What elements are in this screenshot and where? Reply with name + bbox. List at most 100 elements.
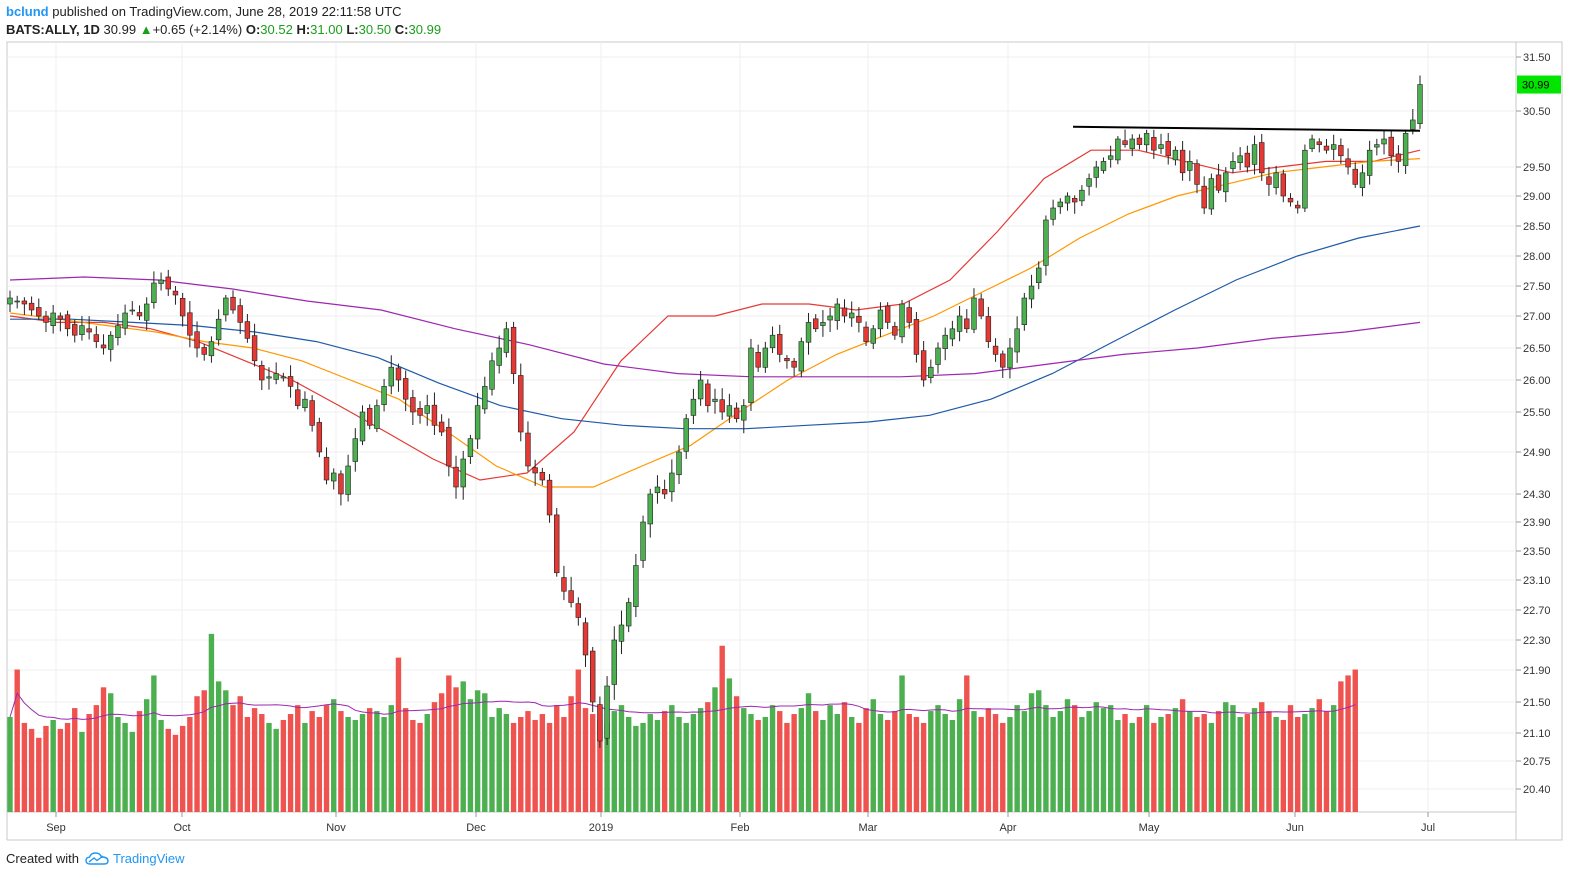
candle-body <box>1201 185 1207 209</box>
candle-body <box>1143 133 1150 146</box>
volume-bar <box>985 708 992 812</box>
volume-bar <box>697 708 704 812</box>
symbol-legend: BATS:ALLY, 1D 30.99 ▲+0.65 (+2.14%) O:30… <box>6 22 441 37</box>
candle-body <box>237 305 243 323</box>
candle-body <box>338 473 344 495</box>
candle-body <box>820 322 826 326</box>
candle-body <box>856 315 862 323</box>
volume-bar <box>705 702 711 812</box>
volume-bar <box>460 681 466 812</box>
volume-bar <box>1136 717 1143 812</box>
volume-bar <box>964 675 970 812</box>
candle-body <box>1287 197 1294 203</box>
volume-bar <box>676 717 682 812</box>
candle-body <box>1208 178 1215 210</box>
candle-body <box>1057 201 1064 208</box>
volume-bar <box>280 719 287 812</box>
price-tick-label: 28.00 <box>1523 251 1551 263</box>
candle-body <box>762 347 769 368</box>
candle-body <box>431 404 438 426</box>
volume-bar <box>345 717 351 812</box>
volume-bar <box>194 696 200 812</box>
ma-50-line <box>9 158 1421 488</box>
volume-bar <box>1280 719 1287 812</box>
candle-body <box>352 438 359 462</box>
volume-bar <box>1345 675 1351 812</box>
candle-body <box>57 315 64 320</box>
candle-body <box>971 297 977 330</box>
high-value: 31.00 <box>310 22 343 37</box>
candle-body <box>187 312 193 336</box>
price-tick-label: 22.70 <box>1523 605 1551 617</box>
volume-bar <box>928 711 934 812</box>
volume-bar <box>647 714 653 812</box>
candle-body <box>733 407 740 419</box>
volume-bar <box>1259 702 1265 812</box>
candle-body <box>1316 141 1322 145</box>
volume-bar <box>532 719 538 812</box>
candle-body <box>79 325 85 336</box>
volume-bar <box>769 705 776 812</box>
volume-bar <box>539 714 546 812</box>
candle-body <box>1151 137 1157 151</box>
candle-body <box>402 378 409 400</box>
time-tick-label: Mar <box>859 822 878 834</box>
candle-body <box>1395 153 1402 162</box>
candle-body <box>841 307 848 317</box>
candle-body <box>661 489 668 495</box>
volume-bar <box>690 714 697 812</box>
volume-bar <box>1295 717 1301 812</box>
candle-body <box>1280 173 1287 197</box>
volume-bar <box>309 711 315 812</box>
candle-body <box>604 685 610 739</box>
tradingview-brand[interactable]: TradingView <box>112 851 185 866</box>
candle-body <box>705 383 711 406</box>
candle-body <box>676 451 682 476</box>
created-with-label: Created with <box>6 851 79 866</box>
author-link[interactable]: bclund <box>6 4 49 19</box>
publish-info: bclund published on TradingView.com, Jun… <box>6 4 402 19</box>
time-tick-label: Dec <box>466 822 486 834</box>
price-tick-label: 22.30 <box>1523 635 1551 647</box>
volume-bar <box>777 711 783 812</box>
volume-bar <box>215 681 222 812</box>
price-tick-label: 24.30 <box>1523 489 1551 501</box>
candle-body <box>1366 149 1373 176</box>
volume-bar <box>726 678 733 812</box>
candle-body <box>165 276 171 290</box>
volume-bar <box>784 722 790 812</box>
candle-body <box>446 426 452 467</box>
volume-bar <box>877 714 884 812</box>
candle-body <box>1345 158 1351 168</box>
volume-bar <box>158 719 164 812</box>
symbol-label[interactable]: BATS:ALLY, 1D <box>6 22 100 37</box>
volume-bar <box>640 722 646 812</box>
volume-bar <box>848 717 855 812</box>
volume-bar <box>1007 717 1013 812</box>
candle-body <box>1244 152 1251 168</box>
candle-body <box>791 360 797 368</box>
volume-bar <box>172 734 179 812</box>
candle-body <box>1021 297 1028 325</box>
candle-body <box>14 300 20 303</box>
volume-bar <box>1330 705 1337 812</box>
candle-body <box>50 312 56 326</box>
candle-body <box>1079 189 1085 202</box>
volume-bar <box>86 714 92 812</box>
candle-body <box>64 314 71 330</box>
candle-body <box>633 565 639 607</box>
volume-bar <box>388 705 394 812</box>
volume-bar <box>906 714 912 812</box>
time-tick-label: Jun <box>1286 822 1304 834</box>
volume-bar <box>920 722 927 812</box>
candle-body <box>956 315 963 332</box>
volume-bar <box>518 717 524 812</box>
ma-200-line <box>9 276 1421 378</box>
candle-body <box>438 421 445 433</box>
moving-averages <box>9 149 1421 488</box>
volume-bar <box>971 711 977 812</box>
volume-bar <box>1014 705 1020 812</box>
volume-bar <box>992 714 999 812</box>
candle-body <box>726 405 733 417</box>
